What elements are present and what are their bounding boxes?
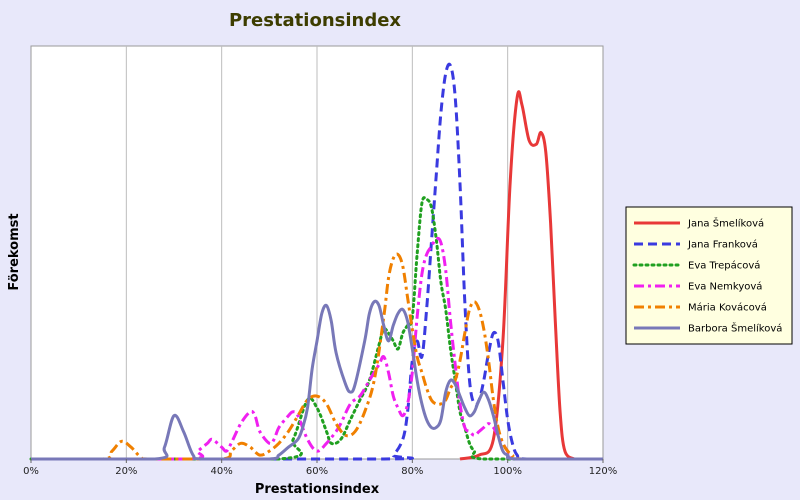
series-line-6 (31, 299, 603, 461)
chart-title: Prestationsindex (229, 10, 401, 31)
x-axis-ticks: 0% 20% 40% 60% 80% 100% 120% (23, 459, 617, 477)
legend-label: Mária Kovácová (688, 302, 767, 314)
legend: Jana Šmelíková Jana Franková Eva Trepácová… (625, 206, 793, 345)
x-tick-label: 20% (115, 466, 137, 477)
legend-label: Barbora Šmelíková (688, 322, 782, 335)
legend-label: Eva Trepácová (688, 260, 760, 272)
legend-label: Jana Franková (687, 239, 758, 251)
x-axis-label: Prestationsindex (255, 482, 380, 497)
series-line-1 (459, 90, 576, 461)
series-line-5 (31, 252, 603, 461)
legend-label: Jana Šmelíková (687, 217, 764, 230)
series-line-4 (31, 236, 603, 461)
legend-box (625, 206, 793, 345)
x-tick-label: 80% (401, 466, 423, 477)
y-axis-label: Förekomst (7, 213, 22, 290)
x-tick-label: 100% (493, 466, 522, 477)
x-tick-label: 60% (306, 466, 328, 477)
legend-label: Eva Nemkyová (688, 281, 762, 293)
x-tick-label: 0% (23, 466, 39, 477)
series-layer (29, 62, 605, 461)
x-tick-label: 40% (211, 466, 233, 477)
x-tick-label: 120% (589, 466, 618, 477)
series-line-3 (29, 196, 605, 461)
